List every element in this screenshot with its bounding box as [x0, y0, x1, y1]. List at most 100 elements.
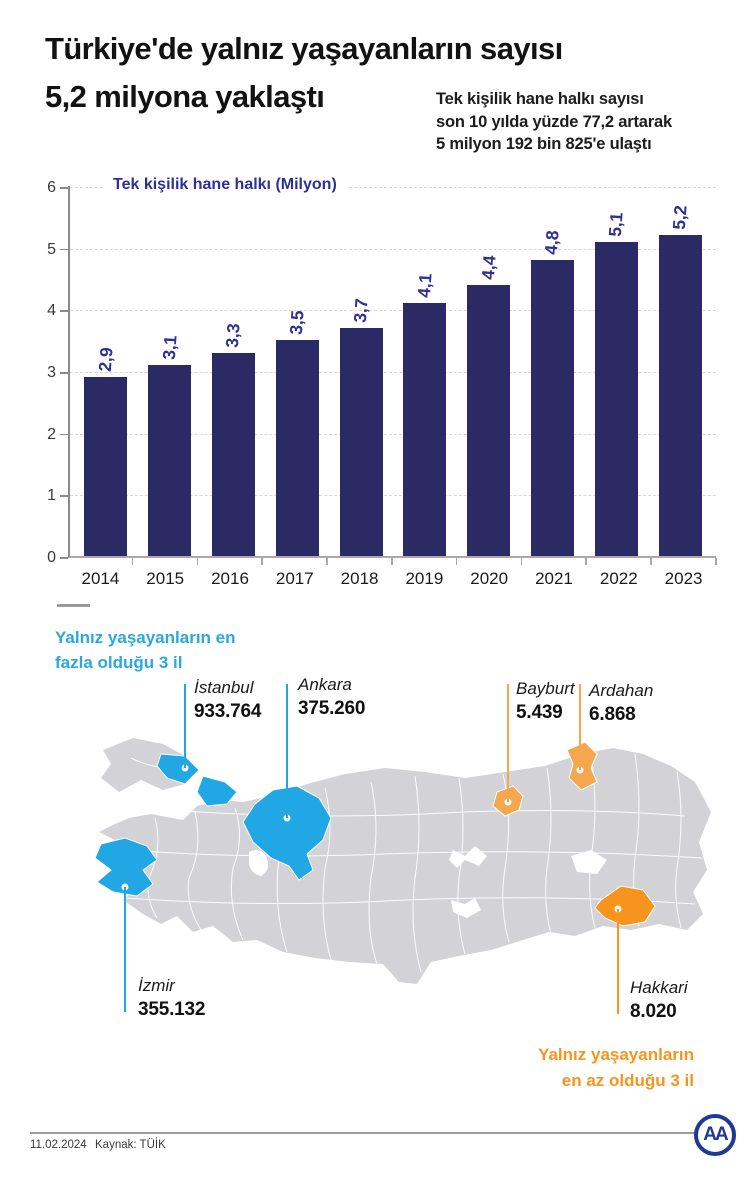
- footer-source: Kaynak: TÜİK: [95, 1139, 166, 1151]
- year-label: 2015: [146, 569, 185, 588]
- gridline: [70, 310, 716, 312]
- marker-ankara: [282, 813, 292, 823]
- x-tick-mark: [455, 558, 458, 565]
- footer-date: 11.02.2024: [30, 1139, 87, 1151]
- y-tick-label: 2: [47, 425, 56, 443]
- bar-plot: 2,9 3,1 3,3 3,5 3,7 4,1 4,4 4,8 5,1 5,2: [68, 186, 716, 558]
- x-tick-mark: [520, 558, 523, 565]
- anatolia-landmass: [99, 748, 711, 984]
- year-label: 2022: [599, 569, 638, 588]
- bar-2020: [467, 284, 511, 556]
- y-tick-label: 3: [47, 364, 56, 381]
- bar-value-label: 4,4: [477, 254, 500, 280]
- bar-value-label: 4,1: [413, 272, 436, 299]
- x-tick-mark: [391, 558, 393, 565]
- province-name: Bayburt: [516, 679, 575, 698]
- bar-2018: [339, 327, 383, 556]
- bar-value-label: 3,7: [349, 297, 372, 324]
- legend-least-provinces: Yalnız yaşayanların en az olduğu 3 il: [538, 1042, 694, 1094]
- marker-istanbul: [180, 763, 190, 773]
- y-tick-label: 6: [47, 179, 56, 196]
- year-label: 2020: [470, 569, 509, 588]
- y-tick-mark: [60, 433, 68, 436]
- year-label: 2019: [405, 569, 444, 588]
- bar-value-label: 5,1: [604, 211, 627, 237]
- aa-agency-logo: AA: [694, 1114, 736, 1156]
- legend-least-line1: Yalnız yaşayanların: [538, 1045, 694, 1064]
- callout-label-ardahan: Ardahan 6.868: [589, 681, 653, 726]
- bar-slot: 3,1: [138, 186, 202, 556]
- turkey-map: [94, 738, 711, 984]
- year-label: 2014: [81, 569, 120, 588]
- province-value: 5.439: [516, 702, 563, 723]
- marker-ardahan: [575, 765, 585, 775]
- y-tick-label: 1: [47, 487, 56, 505]
- marker-hakkari: [613, 904, 623, 914]
- year-label: 2017: [275, 569, 314, 588]
- bar-slot: 3,3: [202, 186, 266, 556]
- bar-value-label: 3,5: [285, 309, 308, 336]
- province-value: 355.132: [138, 999, 206, 1020]
- bar-slot: 2,9: [74, 186, 138, 556]
- gridline: [70, 495, 716, 497]
- year-label: 2023: [664, 569, 703, 588]
- legend-most-line1: Yalnız yaşayanların en: [55, 628, 236, 647]
- bar-slot: 5,1: [584, 186, 648, 556]
- year-label: 2021: [535, 569, 573, 588]
- province-value: 375.260: [298, 698, 366, 719]
- bar-slot: 4,8: [521, 186, 585, 556]
- y-tick-mark: [60, 310, 68, 312]
- year-label: 2016: [211, 569, 249, 588]
- y-tick-mark: [60, 372, 68, 374]
- bar-value-label: 3,3: [222, 322, 244, 348]
- bar-value-label: 3,1: [158, 334, 181, 361]
- y-tick-mark: [60, 187, 68, 189]
- legend-most-line2: fazla olduğu 3 il: [55, 653, 183, 672]
- gridline: [70, 433, 716, 435]
- y-tick-label: 5: [47, 240, 56, 258]
- lakes: [249, 846, 607, 918]
- bar-slot: 3,7: [329, 186, 393, 556]
- x-tick-mark: [131, 558, 134, 565]
- callout-label-ankara: Ankara 375.260: [298, 675, 365, 720]
- bar-2023: [658, 235, 702, 556]
- page-title-line1: Türkiye'de yalnız yaşayanların sayısı: [45, 31, 563, 66]
- province-name: Ardahan: [589, 681, 654, 700]
- y-tick-mark: [60, 248, 68, 251]
- subtitle-line: son 10 yılda yüzde 77,2 artarak: [436, 112, 672, 131]
- x-tick-mark: [196, 558, 199, 565]
- bar-slot: 3,5: [265, 186, 329, 556]
- chart-title: Tek kişilik hane halkı (Milyon): [103, 176, 347, 194]
- x-tick-mark: [585, 558, 587, 565]
- bar-2019: [403, 303, 447, 556]
- y-tick-label: 0: [47, 549, 56, 566]
- province-value: 6.868: [589, 704, 636, 725]
- bar-2016: [211, 352, 255, 556]
- legend-least-line2: en az olduğu 3 il: [561, 1071, 694, 1090]
- bar-value-label: 2,9: [94, 346, 117, 373]
- legend-most-provinces: Yalnız yaşayanların en fazla olduğu 3 il: [55, 625, 235, 675]
- x-tick-mark: [715, 558, 717, 565]
- province-value: 933.764: [194, 701, 262, 722]
- bar-value-label: 4,8: [541, 229, 563, 256]
- bar-2014: [84, 377, 128, 556]
- province-name: İstanbul: [194, 678, 254, 697]
- separator-dash: [57, 604, 90, 607]
- subtitle: Tek kişilik hane halkı sayısı son 10 yıl…: [436, 88, 716, 156]
- x-tick-mark: [326, 558, 328, 565]
- province-name: Ankara: [298, 675, 352, 694]
- subtitle-line: Tek kişilik hane halkı sayısı: [436, 90, 644, 108]
- y-tick-label: 4: [47, 302, 56, 320]
- bar-2021: [530, 260, 574, 556]
- year-label: 2018: [340, 569, 379, 588]
- province-ankara: [242, 785, 332, 881]
- gridline: [70, 187, 716, 188]
- callout-label-bayburt: Bayburt 5.439: [516, 679, 575, 724]
- bar-2017: [275, 340, 319, 556]
- bar-2022: [594, 241, 638, 556]
- header: Türkiye'de yalnız yaşayanların sayısı 5,…: [45, 25, 563, 121]
- bar-2015: [148, 364, 192, 556]
- gridline: [70, 248, 716, 250]
- aa-logo-text: AA: [703, 1124, 728, 1145]
- y-tick-mark: [60, 557, 68, 559]
